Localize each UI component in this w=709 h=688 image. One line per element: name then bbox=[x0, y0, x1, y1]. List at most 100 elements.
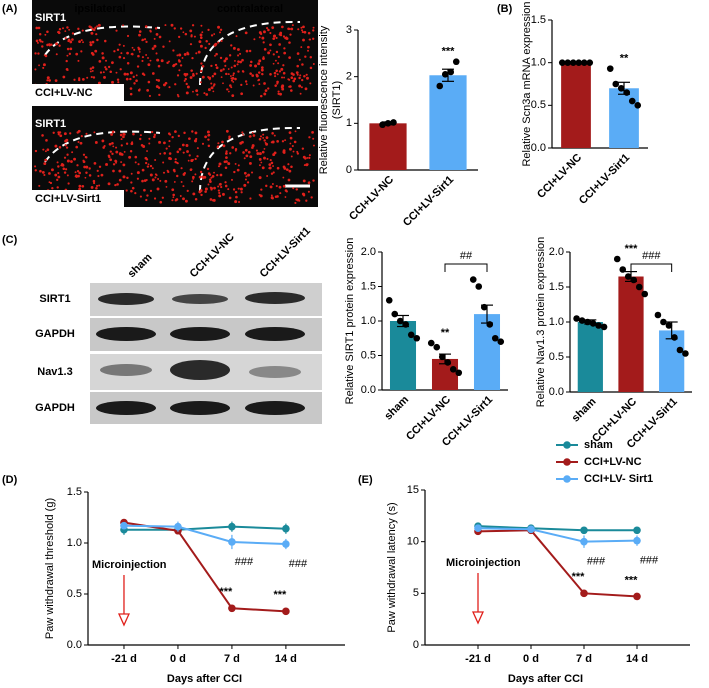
speckle bbox=[225, 57, 228, 61]
speckle bbox=[138, 137, 142, 141]
panel-label: (E) bbox=[358, 474, 373, 486]
speckle bbox=[188, 137, 191, 141]
speckle bbox=[301, 147, 305, 150]
data-point bbox=[628, 97, 636, 105]
speckle bbox=[276, 139, 279, 143]
y-tick-label: 0.0 bbox=[67, 639, 82, 651]
speckle bbox=[186, 85, 190, 89]
speckle bbox=[203, 92, 206, 95]
speckle bbox=[268, 163, 272, 167]
speckle bbox=[77, 78, 81, 82]
speckle bbox=[258, 152, 262, 156]
speckle bbox=[77, 140, 80, 143]
speckle bbox=[189, 29, 193, 33]
speckle bbox=[172, 64, 175, 68]
speckle bbox=[41, 45, 44, 48]
speckle bbox=[143, 38, 147, 41]
blot-column-label: CCI+LV-NC bbox=[188, 231, 237, 280]
speckle bbox=[300, 46, 303, 48]
speckle bbox=[282, 184, 286, 188]
speckle bbox=[301, 29, 304, 32]
speckle bbox=[219, 69, 223, 72]
speckle bbox=[164, 179, 168, 183]
speckle bbox=[302, 194, 306, 197]
speckle bbox=[97, 174, 100, 178]
speckle bbox=[307, 31, 311, 35]
y-axis-label: Relative Scn3a mRNA expression bbox=[521, 1, 533, 166]
speckle bbox=[141, 38, 145, 42]
speckle bbox=[69, 132, 72, 135]
speckle bbox=[151, 72, 155, 75]
speckle bbox=[312, 29, 315, 32]
speckle bbox=[277, 55, 280, 58]
band bbox=[245, 401, 305, 415]
speckle bbox=[218, 162, 222, 166]
speckle bbox=[258, 137, 262, 141]
speckle bbox=[141, 179, 144, 183]
speckle bbox=[274, 59, 277, 62]
speckle bbox=[208, 78, 211, 81]
speckle bbox=[269, 72, 272, 76]
speckle bbox=[64, 168, 68, 171]
speckle bbox=[42, 148, 45, 151]
speckle bbox=[224, 184, 228, 188]
speckle bbox=[260, 66, 264, 69]
speckle bbox=[158, 140, 162, 144]
speckle bbox=[267, 87, 270, 90]
speckle bbox=[229, 75, 232, 77]
speckle bbox=[224, 152, 228, 155]
speckle bbox=[263, 139, 266, 142]
speckle bbox=[196, 147, 199, 150]
speckle bbox=[34, 165, 37, 168]
speckle bbox=[188, 154, 191, 157]
speckle bbox=[157, 177, 160, 180]
speckle bbox=[136, 65, 140, 68]
speckle bbox=[149, 189, 153, 193]
speckle bbox=[74, 175, 77, 178]
speckle bbox=[300, 26, 303, 29]
speckle bbox=[288, 169, 292, 173]
speckle bbox=[178, 69, 181, 72]
speckle bbox=[101, 56, 105, 60]
data-point bbox=[438, 353, 446, 361]
speckle bbox=[69, 40, 73, 44]
band bbox=[245, 292, 305, 304]
speckle bbox=[168, 152, 172, 155]
speckle bbox=[195, 72, 198, 75]
speckle bbox=[169, 133, 172, 136]
x-tick-label: 14 d bbox=[275, 653, 297, 665]
speckle bbox=[116, 78, 120, 81]
speckle bbox=[105, 68, 108, 71]
band bbox=[100, 364, 152, 376]
speckle bbox=[57, 133, 60, 136]
micrographs bbox=[32, 0, 318, 207]
speckle bbox=[64, 30, 67, 33]
speckle bbox=[214, 42, 218, 46]
data-point bbox=[455, 369, 463, 377]
data-point bbox=[633, 592, 641, 601]
speckle bbox=[80, 135, 83, 138]
blot-row-label: GAPDH bbox=[35, 402, 75, 414]
speckle bbox=[88, 25, 91, 28]
speckle bbox=[160, 59, 164, 63]
speckle bbox=[260, 68, 264, 72]
speckle bbox=[174, 83, 177, 86]
significance-label: ### bbox=[640, 555, 659, 567]
speckle bbox=[162, 83, 166, 87]
speckle bbox=[233, 170, 236, 174]
speckle bbox=[203, 175, 207, 179]
data-point bbox=[606, 65, 614, 72]
x-axis-label: Days after CCI bbox=[508, 673, 583, 685]
speckle bbox=[111, 152, 114, 156]
speckle bbox=[207, 28, 210, 31]
y-tick-label: 0.5 bbox=[549, 351, 564, 363]
speckle bbox=[137, 46, 140, 49]
speckle bbox=[219, 173, 223, 177]
speckle bbox=[198, 40, 202, 44]
data-point bbox=[633, 536, 641, 545]
speckle bbox=[274, 75, 277, 78]
speckle bbox=[279, 33, 283, 37]
data-point bbox=[527, 525, 535, 534]
speckle bbox=[157, 79, 161, 82]
speckle bbox=[282, 150, 286, 154]
